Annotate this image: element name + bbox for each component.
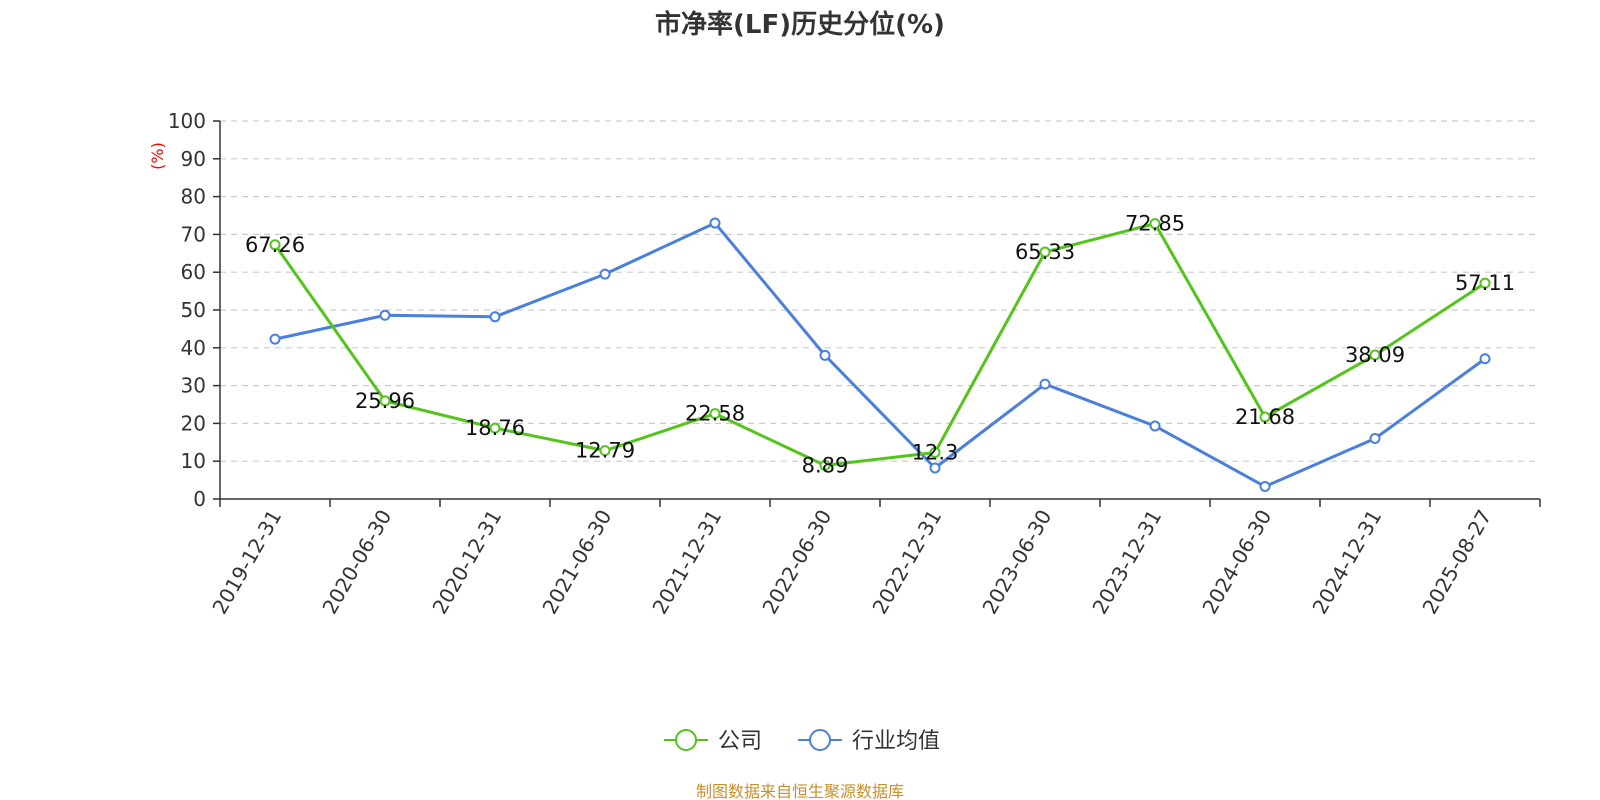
legend-marker (675, 729, 697, 751)
y-tick-label: 20 (181, 411, 206, 435)
data-point (1479, 353, 1491, 365)
data-point (379, 309, 391, 321)
x-tick-label: 2024-06-30 (1197, 506, 1276, 619)
data-label: 22.58 (685, 402, 745, 426)
x-tick-label: 2025-08-27 (1417, 506, 1496, 619)
data-point (1259, 411, 1271, 423)
series-line (274, 221, 1486, 489)
x-tick-label: 2022-06-30 (757, 506, 836, 619)
source-note: 制图数据来自恒生聚源数据库 (696, 782, 904, 800)
legend-label: 行业均值 (852, 729, 940, 754)
data-label: 25.96 (355, 389, 415, 413)
data-point (379, 395, 391, 407)
x-tick-label: 2023-06-30 (977, 506, 1056, 619)
data-label: 67.26 (245, 233, 305, 257)
y-tick-label: 100 (168, 109, 206, 133)
data-point (819, 349, 831, 361)
y-tick-label: 30 (181, 374, 206, 398)
data-point (269, 333, 281, 345)
data-label: 8.89 (802, 453, 849, 477)
x-tick-label: 2020-06-30 (317, 506, 396, 619)
data-point (599, 268, 611, 280)
data-label: 57.11 (1455, 271, 1515, 295)
y-tick-label: 80 (181, 185, 206, 209)
data-label: 12.3 (912, 441, 959, 465)
x-tick-label: 2021-12-31 (647, 506, 726, 619)
data-point (1039, 378, 1051, 390)
x-tick-label: 2022-12-31 (867, 506, 946, 619)
x-tick-label: 2024-12-31 (1307, 506, 1386, 619)
data-label: 72.85 (1125, 212, 1185, 236)
data-label: 18.76 (465, 416, 525, 440)
data-point (1149, 218, 1161, 230)
legend-label: 公司 (718, 729, 762, 754)
x-tick-label: 2019-12-31 (207, 506, 286, 619)
y-tick-label: 60 (181, 260, 206, 284)
data-point (929, 447, 941, 459)
y-tick-label: 50 (181, 298, 206, 322)
data-label: 38.09 (1345, 343, 1405, 367)
y-tick-labels: 0 10 20 30 40 50 60 70 80 90 100 (168, 109, 206, 511)
data-point (489, 311, 501, 323)
data-point (489, 422, 501, 434)
data-point (709, 408, 721, 420)
y-tick-label: 10 (181, 449, 206, 473)
data-point (599, 445, 611, 457)
x-tick-label: 2020-12-31 (427, 506, 506, 619)
data-point (1259, 481, 1271, 493)
x-tick-labels: 2019-12-31 2020-06-30 2020-12-31 2021-06-30… (207, 506, 1496, 619)
data-point (1039, 246, 1051, 258)
data-point (1369, 433, 1381, 445)
data-point (819, 459, 831, 471)
y-tick-label: 90 (181, 147, 206, 171)
y-tick-label: 70 (181, 222, 206, 246)
data-point (1479, 277, 1491, 289)
x-tick-label: 2021-06-30 (537, 506, 616, 619)
data-label: 12.79 (575, 439, 635, 463)
data-labels: 67.26 25.96 18.76 12.79 22.58 8.89 12.3 65.33 72… (245, 212, 1515, 478)
data-point (1149, 420, 1161, 432)
series-line (273, 222, 1486, 467)
y-axis-unit: (%) (148, 142, 167, 170)
data-point (929, 462, 941, 474)
data-point (269, 239, 281, 251)
data-point (1369, 349, 1381, 361)
data-point (709, 217, 721, 229)
legend-item[interactable]: 行业均值 (798, 729, 940, 754)
axes (213, 120, 1541, 507)
series-layer (269, 217, 1491, 493)
data-label: 21.68 (1235, 405, 1295, 429)
grid-lines (220, 120, 1540, 462)
legend-marker (809, 729, 831, 751)
legend[interactable]: 公司 行业均值 (664, 729, 940, 754)
y-tick-label: 40 (181, 336, 206, 360)
chart-title: 市净率(LF)历史分位(%) (655, 9, 945, 40)
y-tick-label: 0 (193, 487, 206, 511)
x-tick-label: 2023-12-31 (1087, 506, 1166, 619)
legend-item[interactable]: 公司 (664, 729, 762, 754)
data-label: 65.33 (1015, 240, 1075, 264)
